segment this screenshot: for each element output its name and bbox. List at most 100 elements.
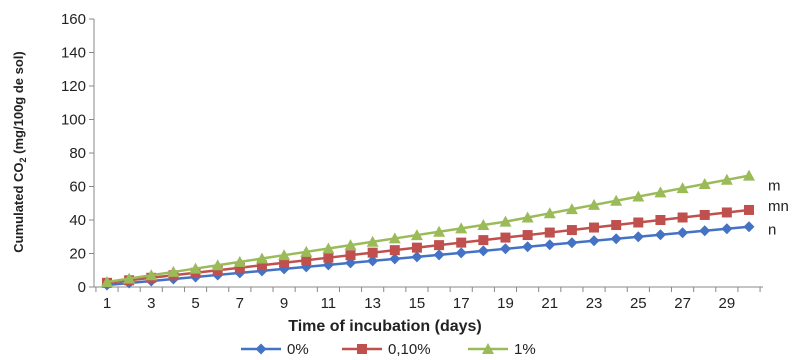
data-point	[543, 207, 556, 219]
data-point	[677, 212, 688, 223]
data-point	[677, 227, 689, 239]
data-point	[389, 245, 400, 256]
x-tick-labels: 1 3 5 7 9 11 13 15 17 19 21 23 25 27 29	[103, 295, 735, 312]
data-point	[743, 221, 755, 233]
series-line	[106, 174, 750, 284]
legend-marker	[357, 344, 367, 354]
y-tick-label: 100	[61, 112, 86, 129]
data-point	[522, 241, 534, 253]
y-tick-label: 60	[69, 179, 86, 196]
legend-marker	[482, 343, 494, 354]
data-point	[478, 235, 489, 246]
data-point	[456, 237, 467, 248]
chart-legend: 0% 0,10% 1%	[241, 341, 536, 358]
legend-label: 1%	[514, 341, 536, 358]
legend-item: 0%	[241, 341, 309, 358]
data-point	[301, 255, 312, 266]
data-point	[589, 222, 600, 233]
data-point	[234, 262, 245, 273]
data-point	[433, 225, 446, 237]
series-line	[106, 225, 750, 287]
data-point	[278, 249, 291, 261]
data-point	[565, 203, 578, 215]
data-point	[721, 207, 732, 218]
data-point	[566, 237, 578, 249]
y-axis-title-subscript: 2	[18, 157, 28, 162]
data-point	[433, 249, 445, 261]
legend-item: 1%	[468, 341, 536, 358]
x-tick-label: 17	[453, 295, 470, 312]
y-axis-title-main: Cumulated CO	[11, 162, 26, 252]
legend-label: 0,10%	[388, 341, 431, 358]
x-tick-label: 3	[147, 295, 155, 312]
data-point	[698, 177, 711, 189]
data-point	[632, 231, 644, 243]
data-point	[654, 229, 666, 241]
data-point	[744, 204, 754, 215]
data-point	[610, 233, 622, 245]
legend-marker	[255, 343, 267, 355]
significance-label: m	[768, 178, 781, 195]
data-point	[632, 190, 645, 202]
x-axis-title: Time of incubation (days)	[288, 318, 482, 335]
data-point	[699, 209, 710, 220]
data-point	[300, 245, 313, 257]
x-tick-label: 29	[719, 295, 736, 312]
y-tick-label: 160	[61, 11, 86, 28]
x-tick-label: 5	[191, 295, 199, 312]
data-point	[544, 239, 556, 251]
data-point	[410, 229, 423, 241]
data-point	[255, 252, 268, 264]
data-point	[588, 198, 601, 210]
data-point	[366, 235, 379, 247]
x-tick-label: 7	[236, 295, 244, 312]
x-tick-label: 13	[364, 295, 381, 312]
x-tick-label: 23	[586, 295, 603, 312]
data-point	[676, 182, 689, 194]
data-point	[455, 247, 467, 259]
significance-labels: n mn m	[768, 178, 789, 239]
series-line	[106, 208, 750, 285]
data-point	[654, 186, 667, 198]
x-tick-label: 19	[497, 295, 514, 312]
data-point	[411, 242, 422, 253]
data-point	[345, 250, 356, 261]
data-point	[411, 251, 423, 263]
x-tick-label: 25	[630, 295, 647, 312]
y-tick-labels: 0 20 40 60 80 100 120 140 160	[61, 11, 86, 296]
y-tick-label: 80	[69, 145, 86, 162]
data-point	[344, 239, 357, 251]
y-tick-label: 140	[61, 45, 86, 62]
data-point	[499, 243, 511, 255]
data-point	[256, 260, 267, 271]
data-point	[743, 169, 755, 181]
legend-label: 0%	[287, 341, 309, 358]
data-point	[212, 265, 223, 276]
legend-item: 0,10%	[342, 341, 431, 358]
x-tick-label: 27	[674, 295, 691, 312]
data-point	[323, 252, 334, 263]
series-2	[101, 169, 755, 287]
data-point	[233, 255, 246, 267]
x-tick-label: 11	[321, 295, 337, 312]
y-tick-label: 0	[78, 279, 86, 296]
data-series	[101, 169, 755, 291]
data-point	[455, 222, 468, 234]
data-point	[588, 235, 600, 247]
x-tick-label: 1	[103, 295, 111, 312]
y-tick-label: 120	[61, 78, 86, 95]
data-point	[167, 265, 180, 277]
data-point	[611, 220, 622, 231]
data-point	[720, 173, 733, 185]
data-point	[367, 247, 378, 258]
y-tick-label: 40	[69, 212, 86, 229]
data-point	[477, 245, 489, 257]
data-point	[610, 194, 623, 206]
data-point	[566, 225, 577, 236]
data-point	[123, 272, 136, 284]
y-axis-title: Cumulated CO2 (mg/100g de sol)	[11, 51, 28, 253]
data-point	[522, 230, 533, 241]
data-point	[189, 262, 202, 274]
x-tick-label: 21	[541, 295, 558, 312]
data-point	[367, 255, 379, 267]
